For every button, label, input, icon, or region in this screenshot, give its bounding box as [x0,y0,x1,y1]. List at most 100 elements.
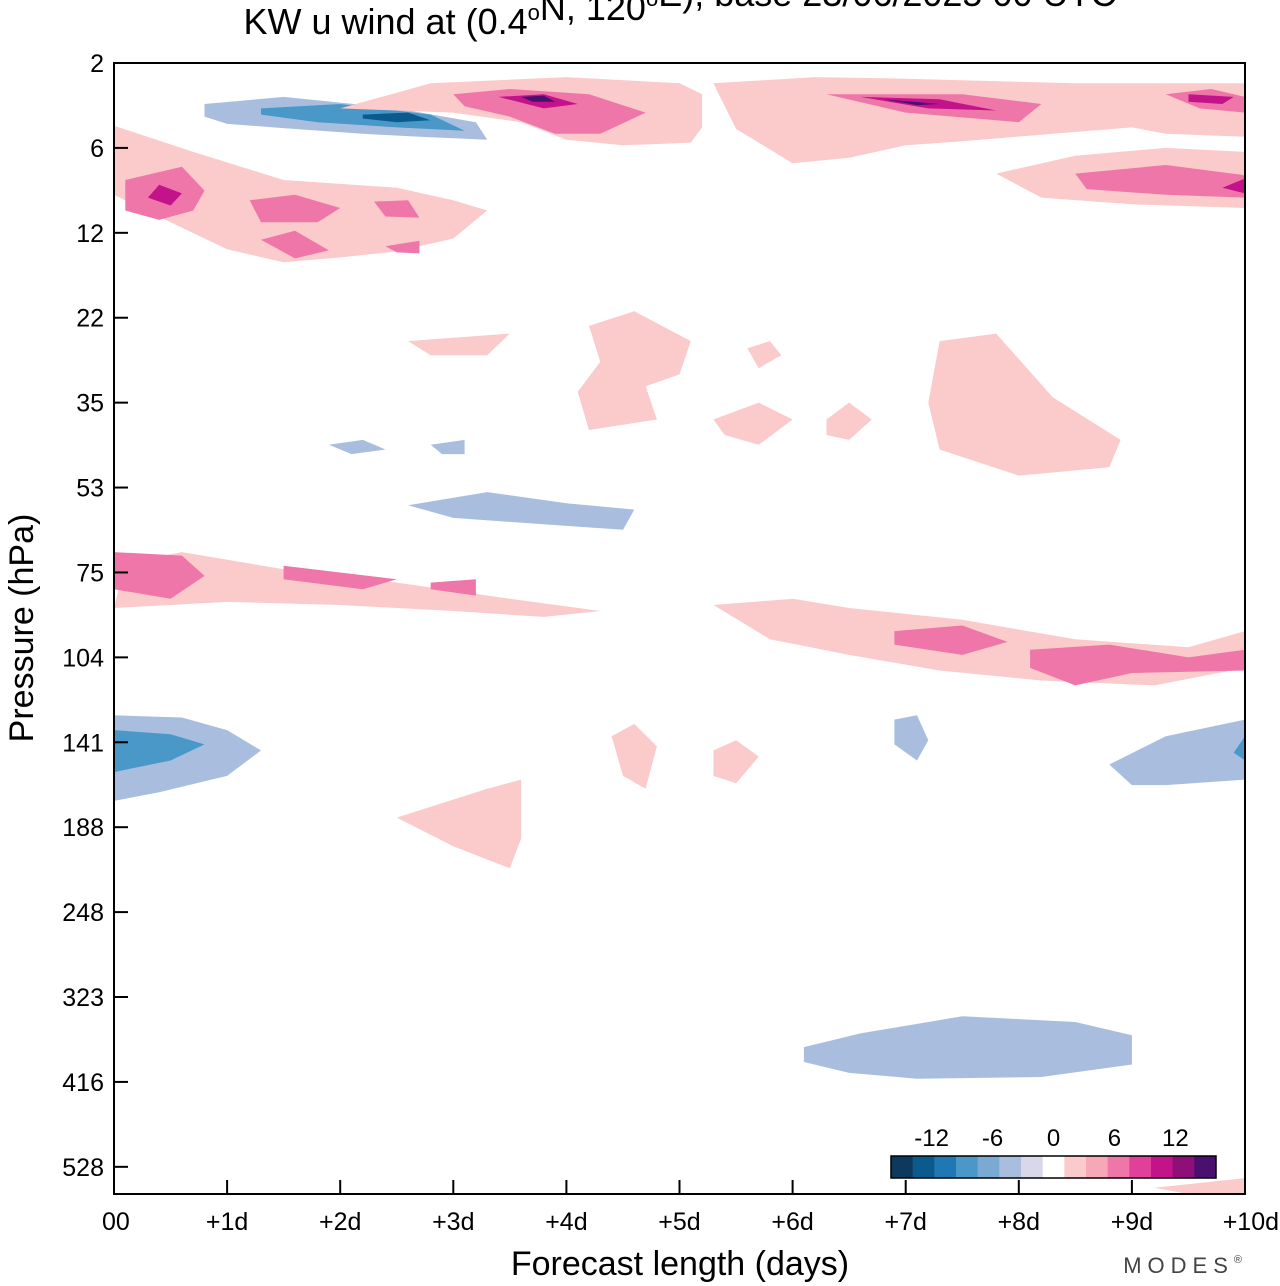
colorbar-swatch [891,1156,914,1178]
contour-region-25 [894,715,929,761]
contour-region-55 [1030,644,1245,686]
y-tick-label: 6 [90,135,104,163]
contour-region-39 [826,402,872,440]
contour-region-44 [396,779,522,869]
contour-region-51 [114,552,205,599]
colorbar-swatch [1086,1156,1109,1178]
x-tick-label: +4d [545,1208,587,1236]
contour-region-12 [758,244,827,312]
contour-region-29 [362,112,431,123]
contour-region-27 [1233,736,1245,761]
contour-region-7 [849,697,963,815]
colorbar-swatch [1129,1156,1152,1178]
brand-label: MODES® [1123,1253,1248,1278]
x-tick-label: +10d [1223,1208,1279,1236]
colorbar-tick-label: 6 [1108,1125,1121,1152]
contour-region-17 [543,64,714,78]
colorbar-swatch [956,1156,979,1178]
contour-region-48 [261,230,329,259]
contour-region-5 [905,827,985,883]
x-tick-label: +8d [998,1208,1040,1236]
contour-region-38 [713,402,793,445]
colorbar-swatch [1107,1156,1130,1178]
y-tick-label: 22 [76,305,104,333]
colorbar-swatch [1042,1156,1065,1178]
contour-region-66 [883,99,940,106]
y-tick-label: 528 [62,1154,104,1182]
contour-region-9 [668,641,691,681]
colorbar-swatch [1064,1156,1087,1178]
y-tick-label: 141 [62,729,104,757]
contour-region-52 [283,565,397,590]
colorbar-swatch [934,1156,957,1178]
contour-region-50 [385,240,420,254]
contour-region-65 [521,95,556,102]
colorbar-tick-label: 12 [1162,1125,1189,1152]
y-axis-title: Pressure (hPa) [3,514,41,743]
x-tick-label: +1d [206,1208,248,1236]
contour-region-45 [1154,1178,1245,1194]
contour-region-64 [1222,178,1245,194]
contour-region-22 [328,439,386,455]
contour-region-43 [713,740,759,784]
contour-region-11 [1131,222,1223,356]
colorbar-tick-label: -6 [982,1125,1003,1152]
contour-region-3 [996,875,1098,952]
contour-region-0 [114,183,680,510]
y-axis: 2 6 12 22 35 53 75 104 141 188 248 323 416 528 [62,50,128,1182]
y-tick-label: 75 [76,559,104,587]
y-tick-label: 104 [62,644,104,672]
colorbar-frame [890,1155,1217,1179]
contour-region-19 [1109,719,1245,786]
contour-region-40 [928,333,1121,476]
contour-region-6 [747,673,838,761]
contour-region-13 [509,222,601,244]
contour-region-14 [1154,575,1223,599]
colorbar-tick-label: 0 [1047,1125,1060,1152]
y-tick-label: 2 [90,50,104,78]
plot-area [113,62,1246,1195]
contour-region-41 [408,333,510,356]
y-tick-label: 323 [62,984,104,1012]
x-axis: 00 +1d +2d +3d +4d +5d +6d +7d +8d +9d +10d [102,1180,1279,1236]
y-tick-label: 248 [62,899,104,927]
x-tick-label: +3d [432,1208,474,1236]
x-tick-label: +2d [319,1208,361,1236]
contour-fills [114,64,1245,1194]
contour-region-26 [114,730,205,773]
contour-region-37 [747,341,782,369]
y-tick-label: 35 [76,390,104,418]
x-tick-label: +5d [658,1208,700,1236]
contour-region-8 [543,633,623,709]
colorbar-swatch [1194,1156,1217,1178]
colorbar-swatch [1151,1156,1174,1178]
contour-region-20 [803,1016,1132,1079]
colorbar: -12 -6 0 6 12 [890,1125,1217,1179]
y-tick-label: 188 [62,814,104,842]
contour-region-63 [1188,94,1234,104]
y-tick-label: 12 [76,220,104,248]
colorbar-swatch [977,1156,1000,1178]
contour-region-30 [114,125,488,263]
chart-title: KW u wind at (0.4oN, 120oE), base 23/06/… [244,0,1117,42]
contour-region-15 [962,537,1053,560]
contour-region-59 [1075,165,1245,198]
contour-region-47 [249,194,341,223]
contour-region-42 [611,723,657,789]
contour-region-23 [430,439,465,455]
x-tick-label: +9d [1111,1208,1153,1236]
y-tick-label: 416 [62,1069,104,1097]
x-axis-title: Forecast length (days) [511,1245,849,1283]
contour-region-10 [928,210,1132,318]
contour-region-21 [408,492,635,530]
x-tick-label: +7d [884,1208,926,1236]
colorbar-tick-label: -12 [914,1125,949,1152]
colorbar-swatch [1021,1156,1044,1178]
contour-region-54 [894,625,1008,655]
x-tick-label: +6d [771,1208,813,1236]
x-tick-label: 00 [102,1208,130,1236]
colorbar-swatch [999,1156,1022,1178]
contour-region-56 [453,89,646,134]
contour-region-49 [374,200,420,218]
